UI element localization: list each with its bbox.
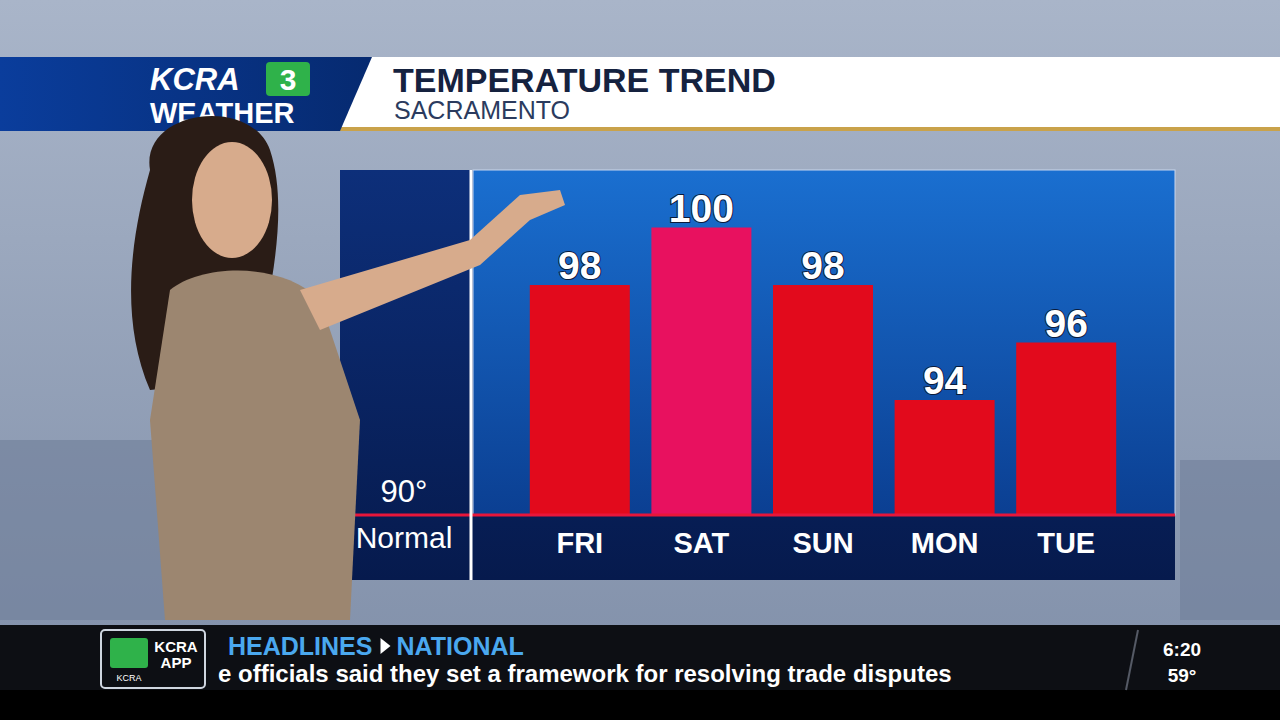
- category-label: TUE: [1037, 527, 1095, 559]
- logo-box: [266, 62, 310, 96]
- data-label: 98: [801, 244, 844, 287]
- bar: [895, 400, 995, 515]
- bars: [530, 228, 1116, 516]
- ticker-bar: [0, 625, 1280, 692]
- ticker-text: e officials said they set a framework fo…: [218, 660, 952, 687]
- chart-subtitle: SACRAMENTO: [394, 96, 570, 124]
- normal-label: Normal: [356, 521, 453, 554]
- normal-line: [340, 514, 1175, 517]
- ticker-category: NATIONAL: [396, 632, 523, 660]
- ticker-arrow: [380, 638, 390, 654]
- bar: [1016, 343, 1116, 516]
- data-label: 94: [923, 359, 967, 402]
- app-box: [101, 630, 205, 688]
- category-label: SAT: [673, 527, 729, 559]
- header-rule: [330, 127, 1280, 131]
- background-building: [0, 440, 180, 620]
- ticker-section: HEADLINES: [228, 632, 372, 660]
- data-label: 100: [669, 187, 734, 230]
- plot-area: [473, 170, 1175, 515]
- ticker-divider: [1126, 630, 1138, 690]
- bar: [530, 285, 630, 515]
- chart-title: TEMPERATURE TREND: [393, 61, 776, 99]
- bar: [773, 285, 873, 515]
- category-label: FRI: [556, 527, 603, 559]
- category-label: MON: [911, 527, 979, 559]
- bar: [651, 228, 751, 516]
- app-text: KCRA: [154, 638, 197, 655]
- app-text: APP: [161, 654, 192, 671]
- clock: 6:20: [1163, 639, 1201, 660]
- app-small: KCRA: [116, 673, 141, 683]
- presenter: [131, 116, 565, 620]
- plot-frame: [473, 170, 1175, 515]
- background: [0, 0, 1280, 720]
- header-bar: [335, 57, 1280, 128]
- data-label: 98: [558, 244, 601, 287]
- category-label: SUN: [792, 527, 853, 559]
- logo-number: 3: [280, 63, 297, 96]
- app-logo: [110, 638, 148, 668]
- logo-text: KCRA: [150, 62, 240, 97]
- normal-value: 90°: [381, 474, 428, 509]
- scene: KCRA3WEATHERTEMPERATURE TRENDSACRAMENTO9…: [0, 0, 1280, 720]
- divider: [470, 170, 473, 580]
- background-bridge: [1180, 460, 1280, 620]
- chart-panel: [340, 170, 1175, 580]
- presenter-arm: [300, 190, 565, 330]
- data-label: 96: [1045, 302, 1088, 345]
- presenter-face: [192, 142, 272, 258]
- ticker-bottom: [0, 690, 1280, 720]
- current-temp: 59°: [1168, 665, 1197, 686]
